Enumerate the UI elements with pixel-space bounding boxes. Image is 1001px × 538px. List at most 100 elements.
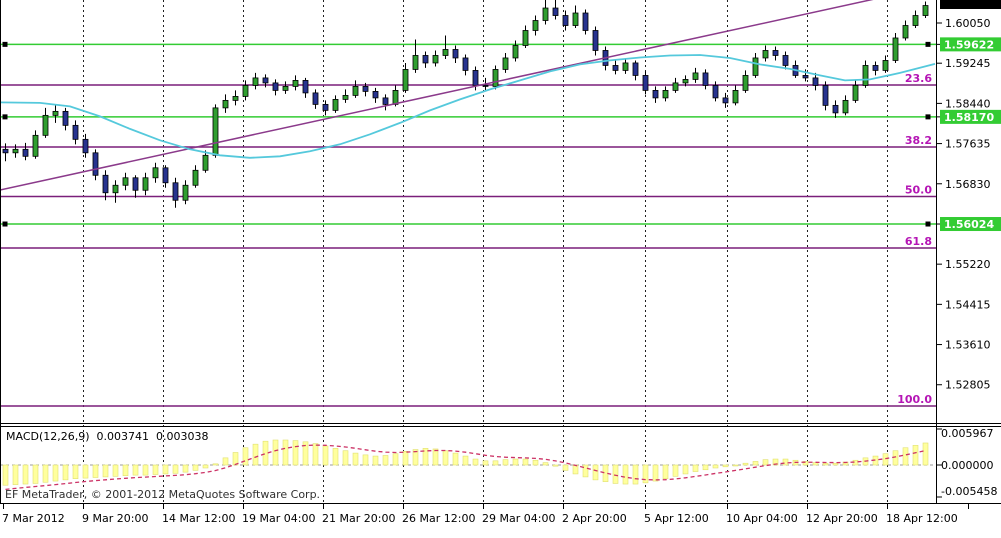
candle	[732, 90, 739, 104]
macd-bar	[452, 452, 459, 466]
macd-bar	[902, 447, 909, 466]
candle	[592, 30, 599, 51]
macd-bar	[62, 464, 69, 481]
macd-bar	[282, 439, 289, 466]
macd-bar	[712, 464, 719, 469]
borders	[0, 0, 1001, 504]
candle	[412, 55, 419, 70]
candle	[82, 138, 89, 154]
candle	[682, 79, 689, 84]
candle	[562, 15, 569, 26]
macd-bar	[302, 441, 309, 466]
candle	[852, 85, 859, 101]
date-label: 2 Apr 20:00	[562, 512, 627, 525]
macd-bar	[272, 439, 279, 466]
macd-bar	[392, 453, 399, 466]
candle	[22, 148, 29, 157]
candle	[572, 12, 579, 26]
current-price-box	[940, 0, 1001, 9]
macd-bar	[402, 451, 409, 466]
date-label: 29 Mar 04:00	[482, 512, 555, 525]
date-label: 7 Mar 2012	[2, 512, 65, 525]
candle	[502, 57, 509, 70]
macd-bar	[542, 462, 549, 466]
macd-bar	[822, 462, 829, 466]
candle	[242, 85, 249, 97]
macd-bar	[912, 445, 919, 466]
macd-bar	[22, 464, 29, 485]
candle	[612, 65, 619, 71]
candle	[172, 182, 179, 201]
macd-bar	[222, 457, 229, 466]
candle	[252, 77, 259, 86]
macd-bar	[82, 464, 89, 479]
y-axis-label: 1.52805	[945, 379, 991, 392]
macd-bar	[362, 454, 369, 466]
macd-bar	[42, 464, 49, 483]
candle	[302, 80, 309, 94]
date-label: 26 Mar 12:00	[402, 512, 475, 525]
macd-bar	[332, 448, 339, 466]
macd-bar	[242, 447, 249, 466]
candle	[212, 107, 219, 156]
macd-bar	[312, 443, 319, 466]
candle	[62, 110, 69, 126]
candle	[662, 90, 669, 99]
candle	[742, 75, 749, 91]
candle	[352, 86, 359, 96]
macd-bar	[772, 458, 779, 466]
indicator-signal-value: 0.003038	[156, 430, 209, 443]
macd-bar	[832, 462, 839, 466]
y-axis-label: 1.56830	[945, 178, 991, 191]
price-axis[interactable]: 1.60050 1.59245 1.58440 1.57635 1.56830 1.552…	[936, 0, 1001, 498]
price-level-marker[interactable]	[2, 114, 8, 120]
fib-label: 38.2	[905, 134, 932, 147]
price-level-marker[interactable]	[925, 41, 931, 47]
moving-average-line	[0, 54, 936, 159]
candle	[812, 77, 819, 86]
fib-label: 23.6	[905, 72, 932, 85]
price-level-marker[interactable]	[925, 114, 931, 120]
macd-bar	[412, 449, 419, 466]
y-axis-label: 1.54415	[945, 298, 991, 311]
candle	[42, 114, 49, 136]
macd-bar	[112, 464, 119, 477]
candle	[622, 62, 629, 71]
macd-bar	[422, 448, 429, 466]
macd-bar	[152, 464, 159, 475]
candle	[672, 82, 679, 91]
indicator-macd-value: 0.003741	[96, 430, 150, 443]
price-level-marker[interactable]	[925, 221, 931, 227]
candle	[582, 12, 589, 31]
candle	[112, 184, 119, 194]
trend-line[interactable]	[0, 0, 935, 191]
price-level-marker[interactable]	[2, 41, 8, 47]
y-axis-label: 1.55220	[945, 258, 991, 271]
macd-bar	[602, 464, 609, 482]
macd-bar	[552, 464, 559, 467]
candle	[332, 98, 339, 111]
candle	[902, 25, 909, 39]
y-axis-label: 1.53610	[945, 339, 991, 352]
date-label: 10 Apr 04:00	[726, 512, 798, 525]
macd-bar	[292, 440, 299, 466]
macd-bar	[202, 464, 209, 469]
candle	[122, 177, 129, 186]
price-level-marker[interactable]	[2, 221, 8, 227]
macd-bar	[782, 458, 789, 466]
macd-bar	[702, 464, 709, 471]
macd-bar	[12, 464, 19, 485]
highlighted-price-label-bg	[940, 37, 1001, 52]
candle	[102, 174, 109, 194]
date-label: 9 Mar 20:00	[82, 512, 148, 525]
date-axis[interactable]: 7 Mar 2012 9 Mar 20:00 14 Mar 12:00 19 Mar …	[2, 503, 969, 525]
grid-lines	[83, 0, 888, 503]
y-axis-label: 1.58440	[945, 97, 991, 110]
macd-bar	[52, 464, 59, 482]
candle	[152, 167, 159, 179]
candle	[912, 15, 919, 26]
date-label: 5 Apr 12:00	[644, 512, 709, 525]
macd-bar	[652, 464, 659, 482]
macd-bar	[682, 464, 689, 475]
